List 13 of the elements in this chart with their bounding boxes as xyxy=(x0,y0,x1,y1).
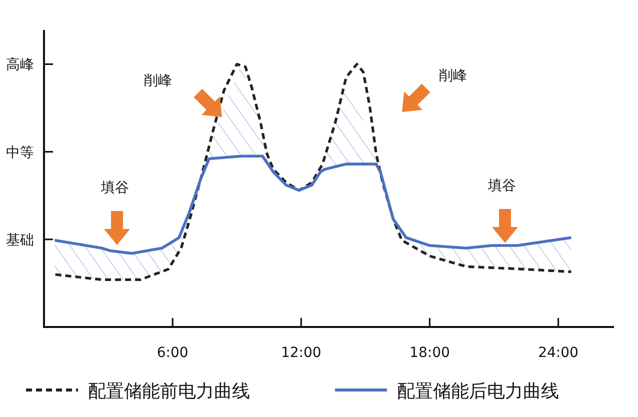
x-tick-label: 12:00 xyxy=(280,345,322,361)
x-tick-label: 24:00 xyxy=(538,345,578,361)
legend-label: 配置储能前电力曲线 xyxy=(88,381,250,402)
annotation: 削峰 xyxy=(439,68,467,84)
text: 中等 xyxy=(6,144,34,161)
text: 基础 xyxy=(6,232,34,248)
legend-label: 配置储能后电力曲线 xyxy=(397,381,559,402)
x-tick-label: 18:00 xyxy=(410,345,450,361)
annotation: 填谷 xyxy=(487,178,516,194)
text: 高峰 xyxy=(6,57,34,74)
annotation: 削峰 xyxy=(144,73,172,89)
annotation: 填谷 xyxy=(100,180,129,196)
x-tick-label: 6:00 xyxy=(156,345,188,361)
